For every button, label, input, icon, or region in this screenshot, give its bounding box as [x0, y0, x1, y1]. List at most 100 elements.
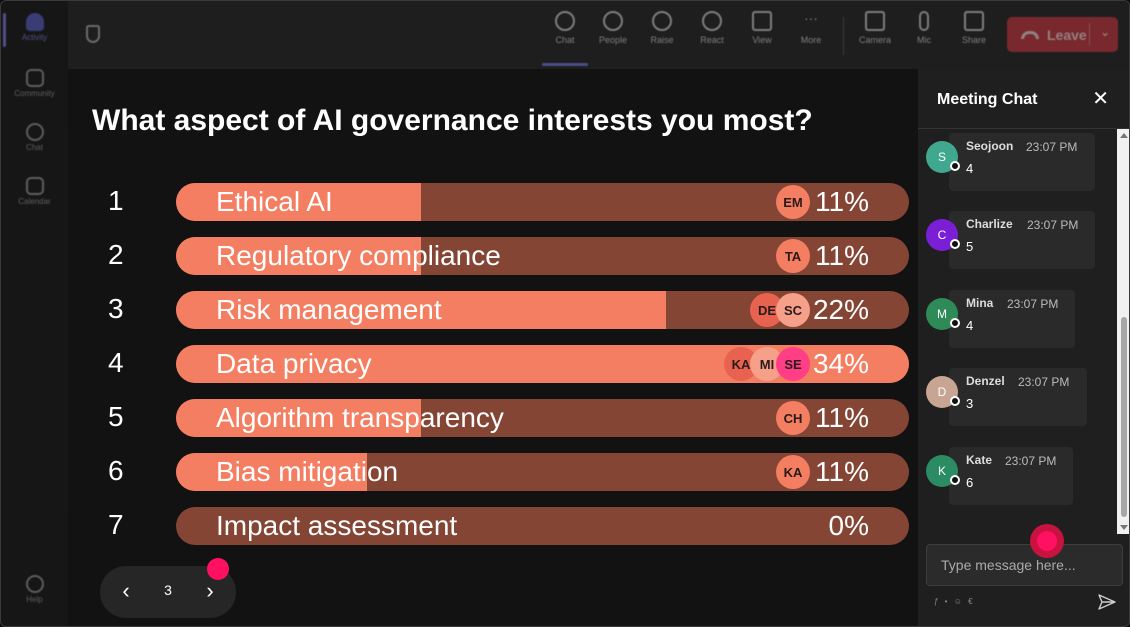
poll-option-number: 7 [108, 509, 124, 540]
page-number: 3 [164, 582, 172, 598]
toolbar-button-label: Mic [917, 35, 931, 45]
message-bubble [949, 133, 1095, 191]
chevron-down-icon[interactable]: ⌄ [1099, 25, 1110, 39]
poll-option-row: 5 Algorithm transparency CH 11% [68, 399, 918, 437]
rail-item-activity[interactable]: Activity [1, 13, 68, 42]
poll-option-label: Bias mitigation [216, 456, 399, 487]
send-icon[interactable] [1098, 594, 1116, 610]
message-time: 23:07 PM [1007, 297, 1059, 311]
previous-page-button[interactable]: ‹ [122, 578, 130, 603]
presence-status-icon [950, 161, 960, 171]
scroll-thumb[interactable] [1121, 317, 1127, 517]
people-icon [603, 11, 623, 31]
message-time: 23:07 PM [1026, 140, 1078, 154]
poll-option-label: Algorithm transparency [216, 402, 504, 433]
toolbar-mic-button[interactable]: Mic [901, 11, 947, 45]
poll-option-label: Impact assessment [216, 510, 458, 541]
shield-icon[interactable] [86, 25, 100, 43]
poll-option-percent: 11% [815, 402, 869, 433]
chat-icon [555, 11, 575, 31]
toolbar-button-label: More [800, 35, 822, 45]
scroll-down-icon[interactable] [1120, 525, 1128, 530]
toolbar-button-label: Camera [858, 35, 891, 45]
rail-item-community[interactable]: Community [1, 69, 68, 98]
left-rail: Activity Community Chat Calendar Help [1, 1, 68, 626]
poll-option-row: 1 Ethical AI EM 11% [68, 183, 918, 221]
toolbar-camera-button[interactable]: Camera [852, 11, 898, 45]
close-icon[interactable]: ✕ [1092, 88, 1109, 110]
poll-option-number: 2 [108, 239, 124, 270]
toolbar-button-label: People [598, 35, 628, 45]
message-text: 4 [966, 161, 974, 176]
meeting-chat-panel: Meeting Chat ✕ S Seojoon 23:07 PM 4 C Charliz… [918, 69, 1129, 626]
poll-option-label: Ethical AI [216, 186, 333, 217]
message-time: 23:07 PM [1027, 218, 1079, 232]
toolbar-raise-button[interactable]: Raise [639, 11, 685, 45]
voter-avatars: DE SC [68, 293, 918, 327]
presence-status-icon [950, 475, 960, 485]
chat-icon [25, 123, 44, 141]
poll-result-fill [176, 291, 666, 329]
poll-option-number: 1 [108, 185, 124, 216]
poll-option-row: 6 Bias mitigation KA 11% [68, 453, 918, 491]
mic-icon [919, 11, 929, 31]
toolbar-more-button[interactable]: ··· More [788, 11, 834, 45]
message-text: 4 [966, 318, 974, 333]
voter-avatars: TA [68, 239, 918, 273]
calendar-icon [25, 177, 44, 195]
rail-item-chat[interactable]: Chat [1, 123, 68, 152]
chat-scrollbar[interactable] [1117, 129, 1129, 534]
poll-option-row: 4 Data privacy KA MI SE 34% [68, 345, 918, 383]
toolbar-button-label: View [752, 35, 772, 45]
toolbar-chat-button[interactable]: Chat [542, 11, 588, 66]
voter-avatars: KA [68, 455, 918, 489]
more-icon: ··· [804, 10, 818, 26]
chat-message-input[interactable] [926, 544, 1123, 586]
message-sender: Mina [966, 296, 994, 310]
cursor-indicator [207, 558, 229, 580]
leave-button[interactable]: Leave ⌄ [1007, 17, 1118, 52]
chat-title: Meeting Chat [937, 91, 1038, 108]
message-bubble [949, 290, 1075, 348]
message-text: 3 [966, 396, 974, 411]
rail-item-label: Community [14, 89, 55, 98]
message-time: 23:07 PM [1005, 454, 1057, 468]
poll-option-row: 3 Risk management DE SC 22% [68, 291, 918, 329]
rail-item-label: Calendar [18, 197, 51, 206]
poll-result-bar [176, 453, 909, 491]
poll-question: What aspect of AI governance interests y… [92, 104, 813, 137]
poll-option-row: 7 Impact assessment 0% [68, 507, 918, 545]
bell-icon [25, 13, 44, 31]
camera-icon [865, 11, 885, 31]
rail-item-label: Help [26, 595, 43, 604]
poll-option-number: 5 [108, 401, 124, 432]
poll-option-number: 3 [108, 293, 124, 324]
voter-avatar: KA [776, 455, 810, 489]
format-tools-icon[interactable]: ƒ • ☺ € [934, 597, 975, 606]
poll-result-fill [176, 183, 421, 221]
toolbar-people-button[interactable]: People [590, 11, 636, 45]
poll-result-fill [176, 399, 421, 437]
toolbar-share-button[interactable]: Share [951, 11, 997, 45]
next-page-button[interactable]: › [206, 578, 214, 603]
message-sender: Kate [966, 453, 993, 467]
message-text: 5 [966, 239, 974, 254]
message-bubble [949, 211, 1095, 269]
leave-button-label: Leave [1047, 26, 1087, 43]
smile-icon [702, 11, 722, 31]
scroll-up-icon[interactable] [1120, 133, 1128, 138]
help-icon [25, 575, 44, 593]
rail-item-help[interactable]: Help [1, 575, 68, 604]
message-time: 23:07 PM [1018, 375, 1070, 389]
rail-item-calendar[interactable]: Calendar [1, 177, 68, 206]
poll-option-percent: 11% [815, 240, 869, 271]
toolbar-view-button[interactable]: View [739, 11, 785, 45]
chat-message-list[interactable]: S Seojoon 23:07 PM 4 C Charlize 23:07 PM 5 M Mina… [918, 129, 1118, 534]
poll-option-percent: 22% [812, 294, 869, 325]
toolbar-react-button[interactable]: React [689, 11, 735, 45]
poll-result-fill [176, 453, 367, 491]
toolbar-button-label: Raise [650, 35, 674, 45]
voter-avatar: TA [776, 239, 810, 273]
voter-avatar: EM [776, 185, 810, 219]
